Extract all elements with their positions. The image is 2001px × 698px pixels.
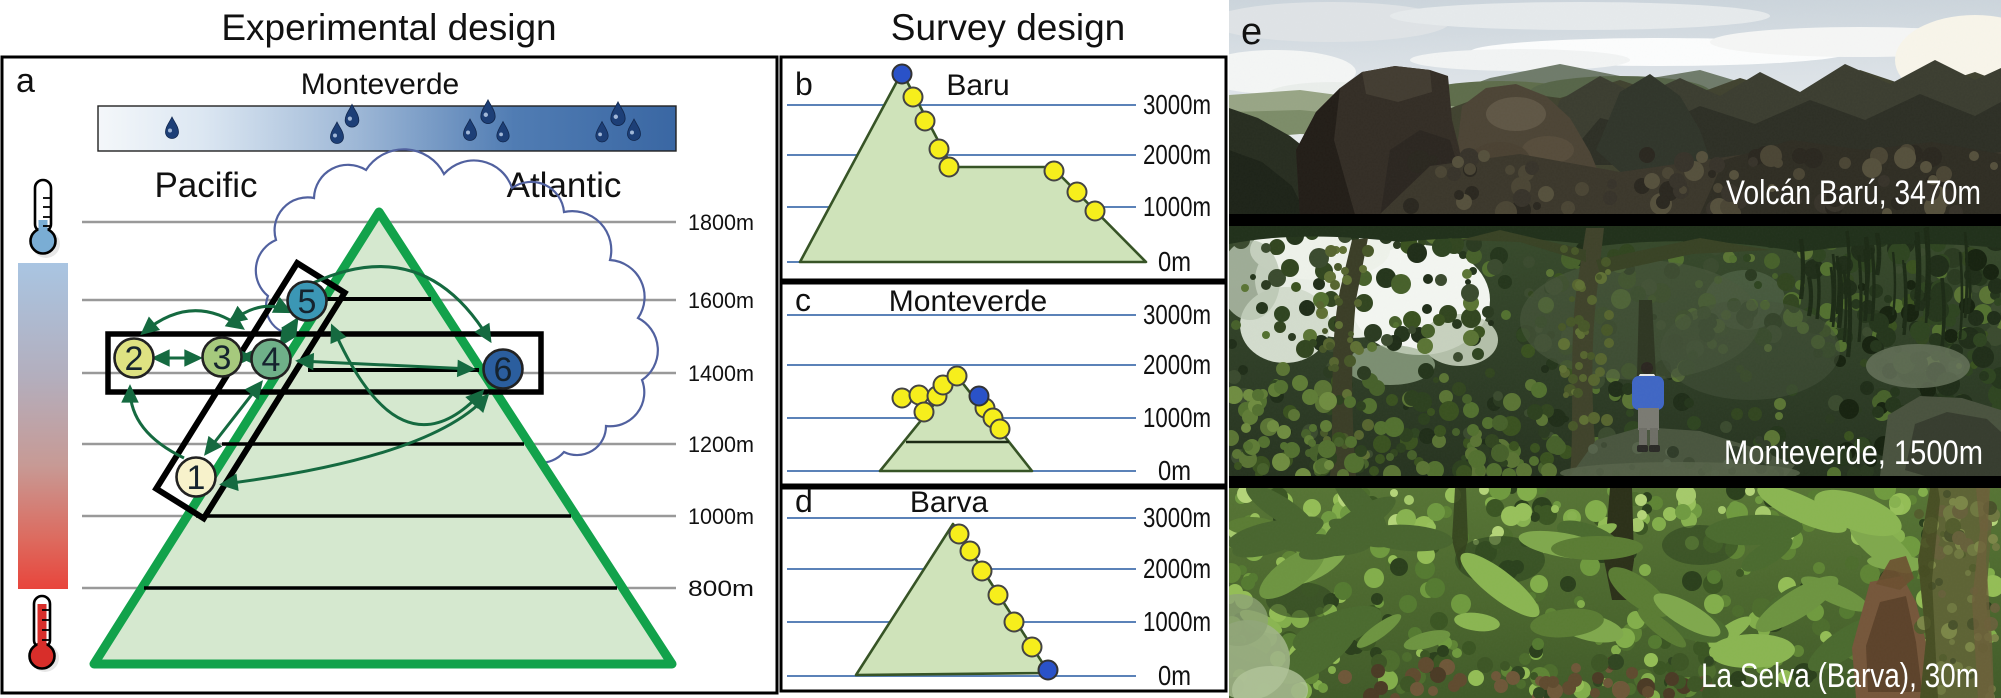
svg-text:2000m: 2000m [1143,349,1211,380]
svg-text:0m: 0m [1158,455,1191,486]
svg-text:3: 3 [213,339,232,377]
svg-text:1200m: 1200m [688,432,754,457]
svg-text:1400m: 1400m [688,361,754,386]
svg-text:0m: 0m [1158,660,1191,691]
svg-text:Barva: Barva [910,486,989,519]
svg-text:3000m: 3000m [1143,502,1211,533]
svg-text:Experimental design: Experimental design [221,7,556,48]
svg-text:5: 5 [298,283,317,321]
svg-text:b: b [795,66,813,102]
svg-text:2: 2 [125,340,144,378]
svg-text:1800m: 1800m [688,210,754,235]
svg-text:Monteverde, 1500m: Monteverde, 1500m [1724,434,1983,472]
svg-text:800m: 800m [688,576,754,601]
svg-text:1000m: 1000m [1143,606,1211,637]
svg-text:2000m: 2000m [1143,553,1211,584]
svg-text:Monteverde: Monteverde [301,68,459,101]
svg-text:e: e [1241,11,1262,53]
svg-text:1000m: 1000m [1143,191,1211,222]
svg-text:Monteverde: Monteverde [889,285,1047,318]
svg-text:4: 4 [262,341,281,379]
svg-text:La Selva (Barva), 30m: La Selva (Barva), 30m [1701,657,1979,695]
svg-text:Pacific: Pacific [154,166,257,205]
svg-text:1000m: 1000m [1143,402,1211,433]
svg-text:6: 6 [494,351,513,389]
svg-text:Volcán Barú, 3470m: Volcán Barú, 3470m [1726,174,1981,212]
svg-text:2000m: 2000m [1143,139,1211,170]
svg-text:1: 1 [187,459,206,497]
svg-text:a: a [16,62,35,100]
svg-text:0m: 0m [1158,246,1191,277]
svg-text:3000m: 3000m [1143,89,1211,120]
svg-text:c: c [795,282,811,318]
svg-text:d: d [795,483,813,519]
svg-text:Baru: Baru [946,69,1009,102]
svg-text:1600m: 1600m [688,288,754,313]
svg-text:3000m: 3000m [1143,299,1211,330]
svg-text:1000m: 1000m [688,504,754,529]
svg-text:Atlantic: Atlantic [507,166,622,205]
svg-text:Survey design: Survey design [891,7,1125,48]
